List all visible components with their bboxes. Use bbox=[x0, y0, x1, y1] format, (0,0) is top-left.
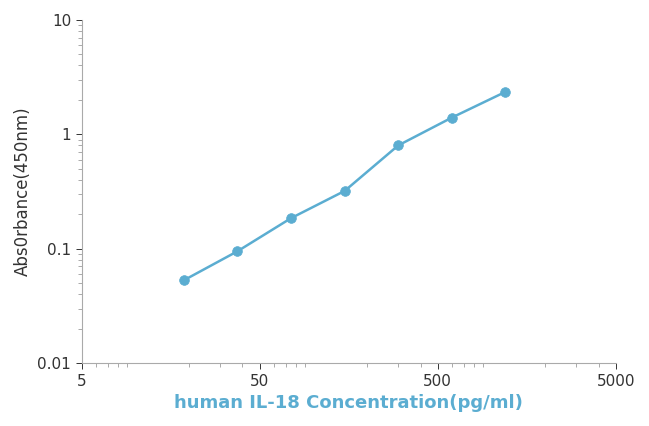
X-axis label: human IL-18 Concentration(pg/ml): human IL-18 Concentration(pg/ml) bbox=[175, 394, 523, 412]
Y-axis label: Abs0rbance(450nm): Abs0rbance(450nm) bbox=[14, 106, 32, 276]
